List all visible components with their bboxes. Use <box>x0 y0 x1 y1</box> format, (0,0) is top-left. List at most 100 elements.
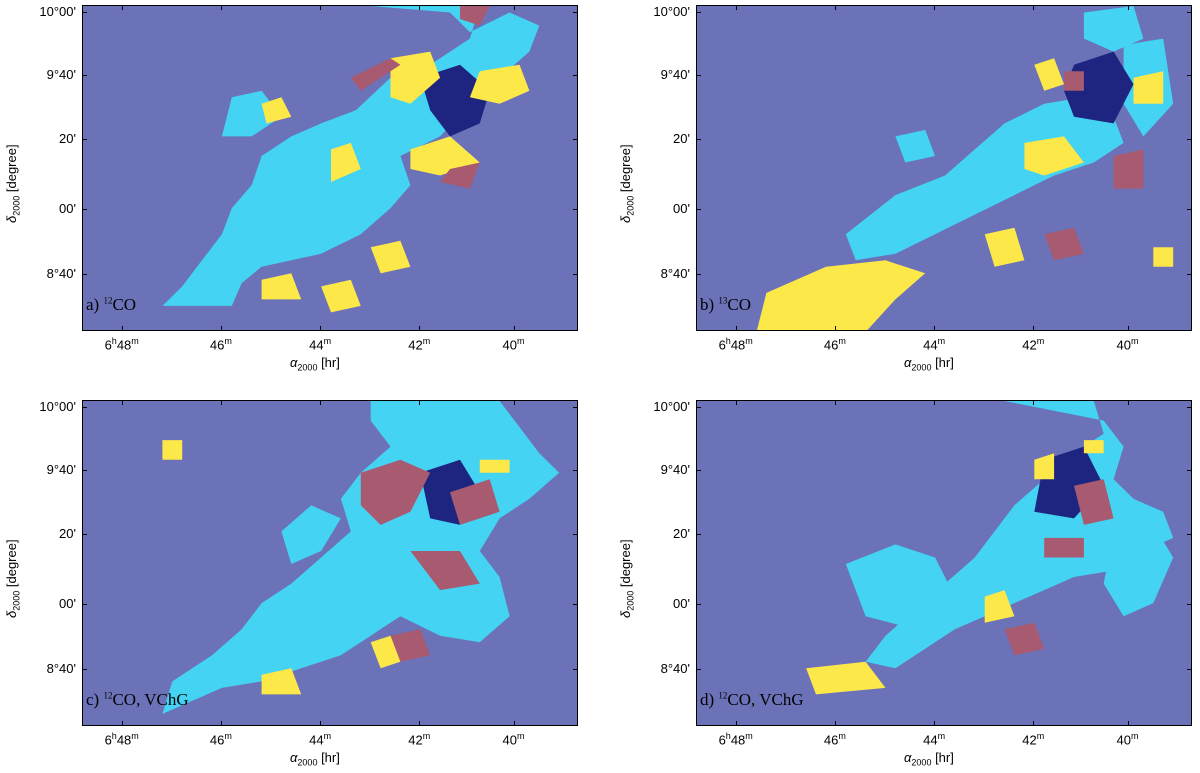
yellow-region <box>757 260 926 330</box>
x-tick-label: 46m <box>209 731 232 748</box>
y-tick-label: 8°40' <box>46 265 76 281</box>
y-tick-mark <box>573 208 578 210</box>
yellow-region <box>370 240 411 274</box>
red-region <box>350 58 401 91</box>
red-region <box>1004 622 1045 656</box>
panel-label: a) 12CO <box>86 295 137 314</box>
y-tick-mark <box>82 138 87 140</box>
yellow-region <box>1034 58 1064 91</box>
panel-label: d) 12CO, VChG <box>700 690 804 709</box>
yellow-region <box>806 661 886 695</box>
y-axis-label: δ2000 [degree] <box>4 539 22 618</box>
y-tick-mark <box>1187 533 1192 535</box>
dark-region <box>420 64 490 137</box>
y-tick-label: 10°00' <box>39 3 76 19</box>
x-tick-label: 6h48m <box>718 731 753 748</box>
y-tick-mark <box>82 273 87 275</box>
panel-label: b) 13CO <box>700 295 752 314</box>
y-tick-mark <box>1187 470 1192 472</box>
y-tick-mark <box>1187 11 1192 13</box>
cyan-region <box>895 129 936 163</box>
x-axis-label: α2000 [hr] <box>290 750 340 768</box>
y-tick-mark <box>573 273 578 275</box>
red-region <box>410 551 480 591</box>
x-tick-mark <box>513 400 515 405</box>
y-tick-mark <box>573 533 578 535</box>
y-tick-label: 9°40' <box>46 67 76 83</box>
y-tick-label: 00' <box>673 200 690 216</box>
plot-area-a <box>82 5 578 331</box>
x-tick-label: 42m <box>1022 731 1045 748</box>
y-tick-mark <box>573 11 578 13</box>
y-axis-label: δ2000 [degree] <box>4 144 22 223</box>
red-region <box>1113 149 1144 189</box>
y-tick-label: 20' <box>673 525 690 541</box>
y-tick-mark <box>696 603 701 605</box>
y-tick-mark <box>82 470 87 472</box>
y-tick-mark <box>1187 273 1192 275</box>
y-tick-mark <box>82 406 87 408</box>
y-tick-mark <box>696 75 701 77</box>
y-tick-mark <box>573 470 578 472</box>
y-tick-label: 10°00' <box>653 3 690 19</box>
y-tick-mark <box>1187 603 1192 605</box>
y-tick-label: 9°40' <box>660 462 690 478</box>
panel-label: c) 12CO, VChG <box>86 690 189 709</box>
y-tick-mark <box>696 11 701 13</box>
x-tick-mark <box>834 326 836 331</box>
x-tick-mark <box>419 400 421 405</box>
y-tick-label: 8°40' <box>660 265 690 281</box>
red-region <box>450 479 500 525</box>
map-d <box>697 401 1191 725</box>
y-tick-mark <box>696 208 701 210</box>
x-tick-mark <box>735 721 737 726</box>
y-tick-mark <box>573 406 578 408</box>
x-tick-mark <box>1033 721 1035 726</box>
red-region <box>460 6 490 26</box>
yellow-region <box>984 227 1025 267</box>
x-tick-mark <box>735 400 737 405</box>
y-tick-mark <box>696 668 701 670</box>
map-b <box>697 6 1191 330</box>
y-tick-label: 00' <box>59 200 76 216</box>
x-tick-mark <box>513 5 515 10</box>
x-tick-label: 40m <box>1116 731 1139 748</box>
x-tick-mark <box>419 5 421 10</box>
x-tick-mark <box>735 5 737 10</box>
x-tick-label: 6h48m <box>718 336 753 353</box>
map-a <box>83 6 577 330</box>
y-tick-mark <box>82 208 87 210</box>
x-tick-mark <box>513 326 515 331</box>
y-axis-label: δ2000 [degree] <box>618 539 636 618</box>
x-tick-mark <box>419 326 421 331</box>
plot-area-b <box>696 5 1192 331</box>
x-tick-mark <box>121 721 123 726</box>
cyan-region <box>1103 524 1174 617</box>
red-region <box>1074 479 1114 525</box>
x-tick-mark <box>834 721 836 726</box>
x-axis-label: α2000 [hr] <box>904 355 954 373</box>
x-tick-mark <box>834 400 836 405</box>
plot-area-d <box>696 400 1192 726</box>
y-tick-mark <box>696 470 701 472</box>
yellow-region <box>370 635 401 669</box>
y-tick-label: 10°00' <box>653 398 690 414</box>
yellow-region <box>469 64 530 104</box>
x-tick-label: 40m <box>502 731 525 748</box>
yellow-region <box>984 590 1015 623</box>
y-tick-label: 00' <box>673 595 690 611</box>
x-tick-label: 42m <box>1022 336 1045 353</box>
x-tick-mark <box>121 326 123 331</box>
yellow-region <box>1153 247 1174 267</box>
y-tick-mark <box>1187 138 1192 140</box>
y-tick-mark <box>1187 406 1192 408</box>
x-tick-mark <box>513 721 515 726</box>
y-tick-mark <box>1187 75 1192 77</box>
y-tick-mark <box>696 406 701 408</box>
red-region <box>1044 537 1084 558</box>
red-region <box>390 629 431 662</box>
x-axis-label: α2000 [hr] <box>290 355 340 373</box>
x-axis-label: α2000 [hr] <box>904 750 954 768</box>
x-tick-mark <box>320 400 322 405</box>
x-tick-mark <box>1127 5 1129 10</box>
